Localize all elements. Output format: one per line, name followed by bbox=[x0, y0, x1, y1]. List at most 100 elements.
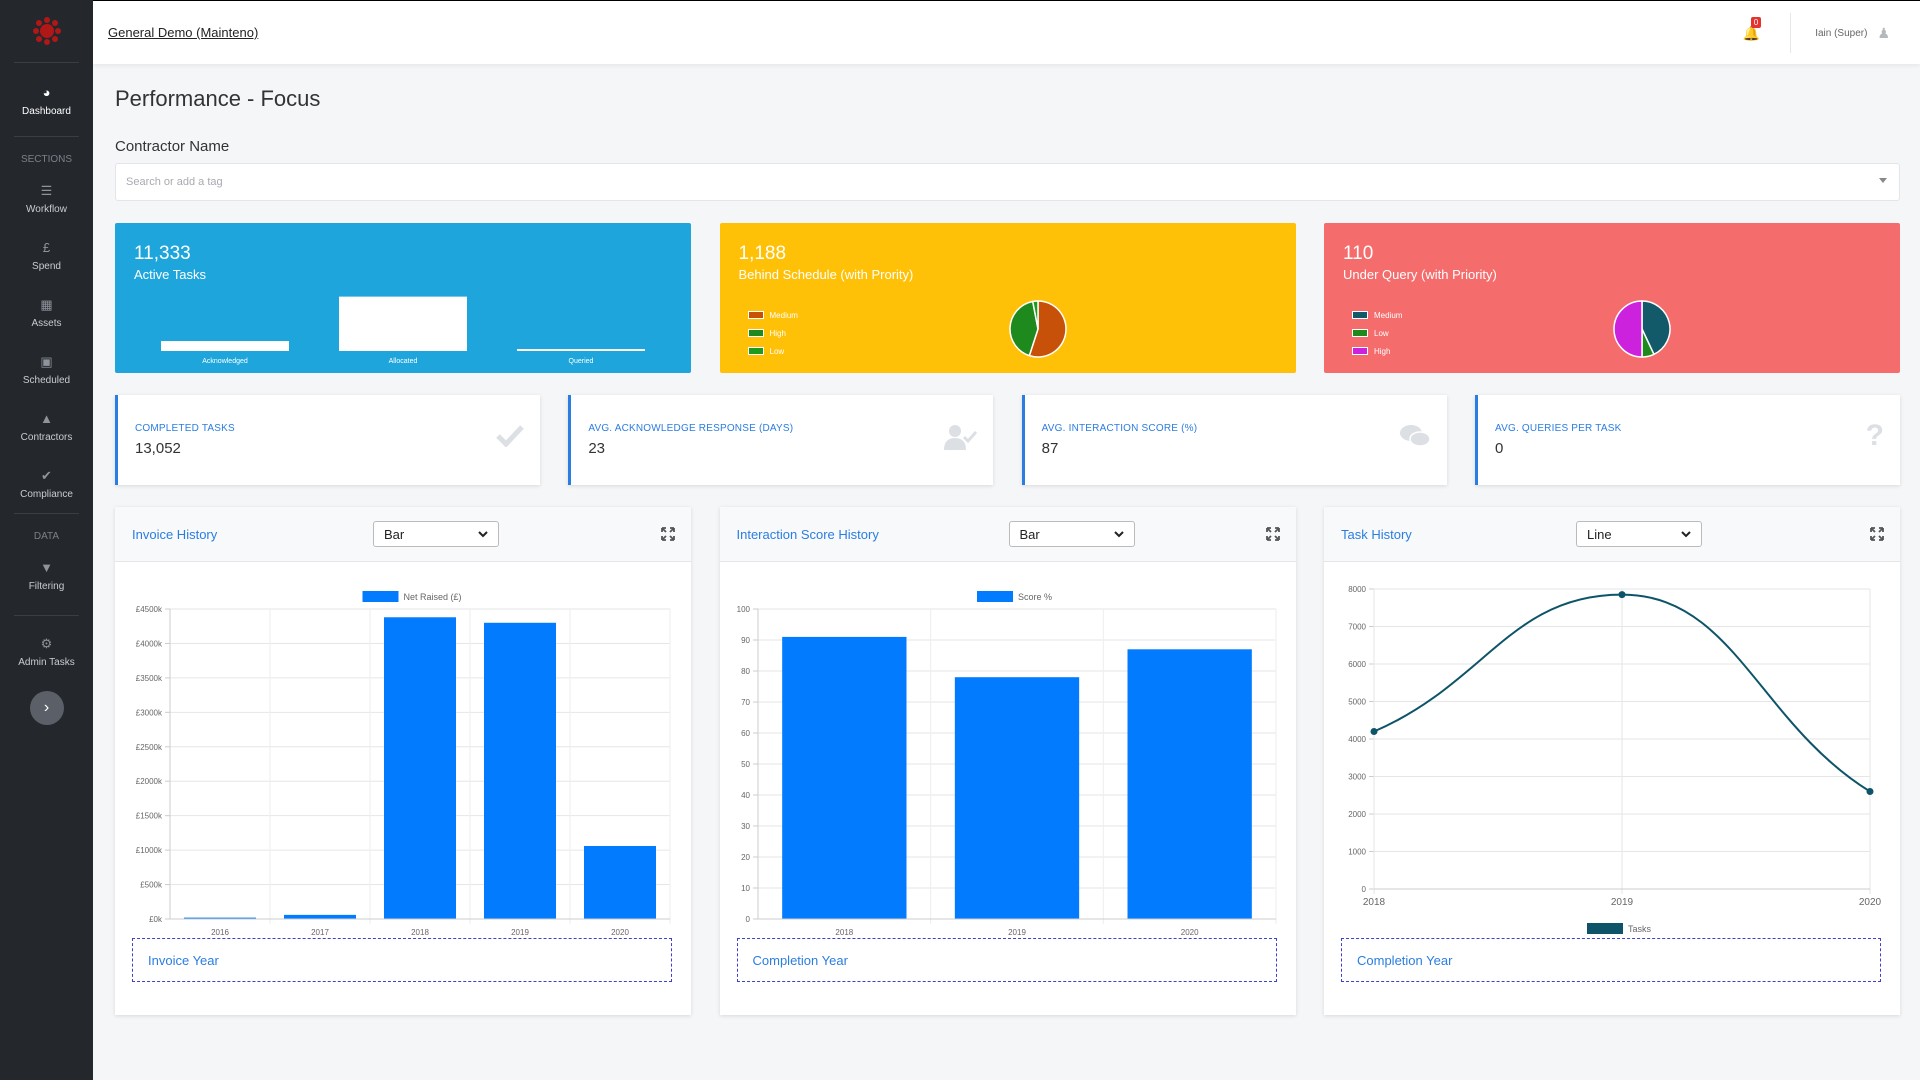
sidebar-item-label: Filtering bbox=[28, 581, 65, 592]
y-tick-label: £3500k bbox=[136, 674, 163, 683]
stat-value: 87 bbox=[1041, 440, 1059, 457]
card-title: Interaction Score History bbox=[736, 526, 879, 542]
legend-item: Medium bbox=[1352, 306, 1402, 324]
topbar-divider bbox=[1790, 13, 1792, 53]
chart-bar bbox=[954, 677, 1079, 919]
question-icon: ? bbox=[1865, 419, 1884, 452]
user-menu[interactable]: Iain (Super) bbox=[1815, 27, 1868, 39]
sidebar-item-workflow[interactable]: ☰ Workflow bbox=[0, 171, 93, 228]
sidebar-item-dashboard[interactable]: ◕ Dashboard bbox=[0, 73, 93, 130]
pie-slice bbox=[1008, 300, 1039, 357]
sidebar-item-spend[interactable]: £ Spend bbox=[0, 228, 93, 285]
behind-schedule-pie bbox=[1008, 300, 1067, 358]
filter-icon: ▼ bbox=[40, 560, 53, 575]
expand-icon[interactable] bbox=[661, 527, 675, 541]
active-tasks-bar-label: Queried bbox=[569, 358, 594, 365]
sidebar-item-label: Compliance bbox=[20, 489, 73, 500]
chart-bar bbox=[584, 845, 656, 919]
y-tick-label: £2500k bbox=[136, 743, 163, 752]
list-icon: ☰ bbox=[40, 183, 53, 198]
legend-label: Tasks bbox=[1628, 924, 1652, 934]
legend-label: Medium bbox=[769, 310, 798, 320]
dashboard-icon: ◕ bbox=[42, 85, 51, 100]
chart-bar bbox=[1127, 649, 1252, 919]
sidebar-item-compliance[interactable]: ✔ Compliance bbox=[0, 456, 93, 513]
under-query-tile[interactable]: 110 Under Query (with Priority) Medium L… bbox=[1324, 223, 1900, 373]
active-tasks-bar bbox=[161, 341, 289, 351]
sidebar-item-filtering[interactable]: ▼ Filtering bbox=[0, 548, 93, 605]
sidebar-item-assets[interactable]: ▦ Assets bbox=[0, 285, 93, 342]
pie-slice bbox=[1031, 300, 1039, 330]
y-tick-label: 70 bbox=[741, 698, 750, 707]
user-icon[interactable]: ♟ bbox=[1877, 24, 1890, 41]
chart-bar bbox=[284, 914, 356, 919]
contractor-tag-input[interactable]: Search or add a tag bbox=[115, 163, 1900, 201]
sidebar-expand-button[interactable]: › bbox=[29, 691, 64, 725]
completion-year-filter[interactable]: Completion Year bbox=[1341, 938, 1881, 982]
chart-bar bbox=[781, 636, 906, 919]
sidebar: ◕ Dashboard SECTIONS ☰ Workflow £ Spend … bbox=[0, 0, 93, 1080]
x-tick-label: 2017 bbox=[311, 928, 329, 937]
stat-label: AVG. ACKNOWLEDGE RESPONSE (DAYS) bbox=[588, 423, 794, 434]
legend-label: Low bbox=[769, 346, 785, 356]
legend-item: High bbox=[747, 324, 798, 342]
chevron-down-icon bbox=[1681, 531, 1691, 538]
sidebar-item-contractors[interactable]: ▲ Contractors bbox=[0, 399, 93, 456]
chart-type-select[interactable]: Line bbox=[1576, 521, 1702, 547]
chart-type-select[interactable]: Bar bbox=[1008, 521, 1135, 547]
x-tick-label: 2020 bbox=[1180, 928, 1198, 937]
sidebar-item-label: Admin Tasks bbox=[18, 657, 75, 668]
active-tasks-value: 11,333 bbox=[134, 243, 191, 264]
user-check-icon bbox=[944, 425, 978, 450]
stat-value: 0 bbox=[1494, 440, 1504, 457]
contractor-tag-placeholder: Search or add a tag bbox=[126, 176, 223, 188]
x-tick-label: 2018 bbox=[1363, 897, 1386, 908]
topbar: General Demo (Mainteno) 🔔 0 Iain (Super)… bbox=[93, 0, 1920, 64]
grid-icon: ▦ bbox=[40, 297, 53, 312]
under-query-value: 110 bbox=[1343, 243, 1374, 264]
invoice-history-card: Invoice History Bar £0k £500k £1000k £1500k… bbox=[115, 507, 691, 1015]
expand-icon[interactable] bbox=[1870, 527, 1884, 541]
calendar-icon: ▣ bbox=[40, 354, 53, 369]
sidebar-item-admin-tasks[interactable]: ⚙ Admin Tasks bbox=[0, 624, 93, 681]
card-header: Interaction Score History Bar bbox=[719, 507, 1296, 562]
organisation-link[interactable]: General Demo (Mainteno) bbox=[108, 25, 259, 40]
comments-icon bbox=[1399, 425, 1431, 447]
behind-schedule-tile[interactable]: 1,188 Behind Schedule (with Prority) Med… bbox=[719, 223, 1296, 373]
sidebar-item-label: Spend bbox=[32, 261, 61, 272]
pound-icon: £ bbox=[42, 240, 51, 255]
bell-icon: 🔔 bbox=[1742, 24, 1761, 41]
sidebar-item-label: Assets bbox=[31, 318, 62, 329]
y-tick-label: £500k bbox=[140, 881, 163, 890]
stat-queries-per-task: AVG. QUERIES PER TASK 0 ? bbox=[1474, 395, 1900, 485]
y-tick-label: £3000k bbox=[136, 708, 163, 717]
contractor-name-label: Contractor Name bbox=[115, 138, 230, 155]
behind-schedule-label: Behind Schedule (with Prority) bbox=[738, 267, 914, 282]
completion-year-filter[interactable]: Completion Year bbox=[736, 938, 1277, 982]
card-header: Invoice History Bar bbox=[115, 507, 691, 562]
expand-icon[interactable] bbox=[1265, 527, 1280, 541]
main-content: Performance - Focus Contractor Name Sear… bbox=[115, 64, 1900, 1015]
notifications-button[interactable]: 🔔 0 bbox=[1742, 16, 1762, 42]
pie-slice bbox=[1641, 300, 1671, 356]
stat-interaction-score: AVG. INTERACTION SCORE (%) 87 bbox=[1021, 395, 1447, 485]
active-tasks-bar bbox=[339, 296, 467, 351]
sidebar-item-scheduled[interactable]: ▣ Scheduled bbox=[0, 342, 93, 399]
y-tick-label: 5000 bbox=[1348, 698, 1366, 707]
legend-label: High bbox=[769, 328, 786, 338]
legend-item: Low bbox=[747, 342, 798, 360]
series-point bbox=[1866, 788, 1874, 795]
legend-swatch bbox=[1352, 347, 1368, 355]
summary-tiles: 11,333 Active Tasks Acknowledged Allocate… bbox=[115, 223, 1900, 373]
stat-label: AVG. QUERIES PER TASK bbox=[1494, 423, 1622, 434]
app-logo[interactable] bbox=[14, 0, 79, 63]
legend-swatch bbox=[1352, 311, 1368, 319]
stat-label: AVG. INTERACTION SCORE (%) bbox=[1041, 423, 1198, 434]
chart-type-value: Bar bbox=[1019, 526, 1040, 542]
invoice-year-filter[interactable]: Invoice Year bbox=[132, 938, 672, 982]
active-tasks-tile[interactable]: 11,333 Active Tasks Acknowledged Allocate… bbox=[115, 223, 691, 373]
chart-type-select[interactable]: Bar bbox=[373, 521, 499, 547]
interaction-score-chart: 0 10 20 30 40 50 60 70 80 90 100 2018 2019 2020 Score … bbox=[736, 591, 1276, 937]
legend-item: Medium bbox=[747, 306, 798, 324]
y-tick-label: £4500k bbox=[136, 605, 163, 614]
